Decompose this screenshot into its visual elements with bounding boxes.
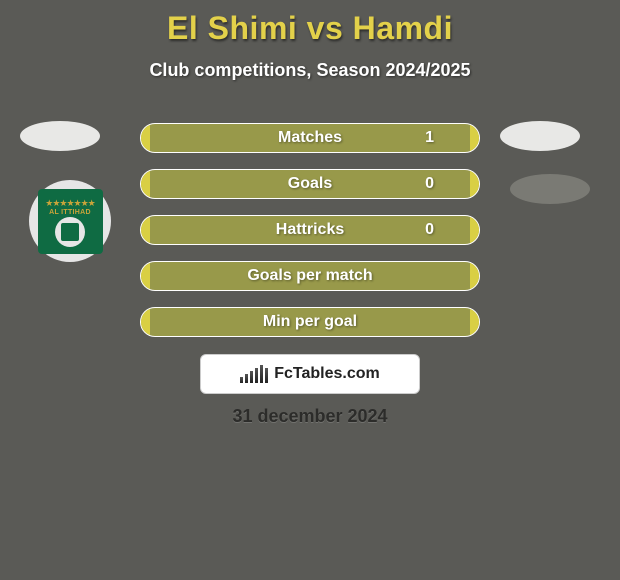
stat-label: Matches xyxy=(278,129,342,147)
stat-value: 0 xyxy=(425,221,434,239)
player2-avatar xyxy=(500,121,580,151)
stat-fill-left xyxy=(141,124,150,152)
stat-row: Goals per match xyxy=(140,261,480,291)
club-badge-shield: ★★★★★★★ AL ITTIHAD xyxy=(38,189,103,254)
stat-fill-left xyxy=(141,216,150,244)
stat-value: 1 xyxy=(425,129,434,147)
stat-value: 0 xyxy=(425,175,434,193)
player1-club-badge: ★★★★★★★ AL ITTIHAD xyxy=(29,180,111,262)
stat-fill-right xyxy=(470,262,479,290)
stat-fill-right xyxy=(470,170,479,198)
stat-row: Min per goal xyxy=(140,307,480,337)
stat-fill-right xyxy=(470,124,479,152)
stat-fill-right xyxy=(470,308,479,336)
stat-row: Matches 1 xyxy=(140,123,480,153)
page-title: El Shimi vs Hamdi xyxy=(0,10,620,47)
stat-row: Hattricks 0 xyxy=(140,215,480,245)
stat-fill-left xyxy=(141,262,150,290)
stat-label: Hattricks xyxy=(276,221,344,239)
player2-club-badge xyxy=(510,174,590,204)
brand-text: FcTables.com xyxy=(274,365,380,383)
snapshot-date: 31 december 2024 xyxy=(0,406,620,427)
stat-label: Goals xyxy=(288,175,332,193)
canvas: El Shimi vs Hamdi Club competitions, Sea… xyxy=(0,0,620,580)
stat-label: Min per goal xyxy=(263,313,357,331)
brand-pill[interactable]: FcTables.com xyxy=(200,354,420,394)
bar-chart-icon xyxy=(240,365,268,383)
player1-avatar xyxy=(20,121,100,151)
stat-row: Goals 0 xyxy=(140,169,480,199)
stat-label: Goals per match xyxy=(247,267,372,285)
page-subtitle: Club competitions, Season 2024/2025 xyxy=(0,60,620,81)
stat-fill-right xyxy=(470,216,479,244)
stat-fill-left xyxy=(141,308,150,336)
stat-fill-left xyxy=(141,170,150,198)
badge-stars-icon: ★★★★★★★ xyxy=(45,198,94,209)
badge-team-text: AL ITTIHAD xyxy=(49,209,91,216)
badge-inner-circle xyxy=(55,217,85,247)
